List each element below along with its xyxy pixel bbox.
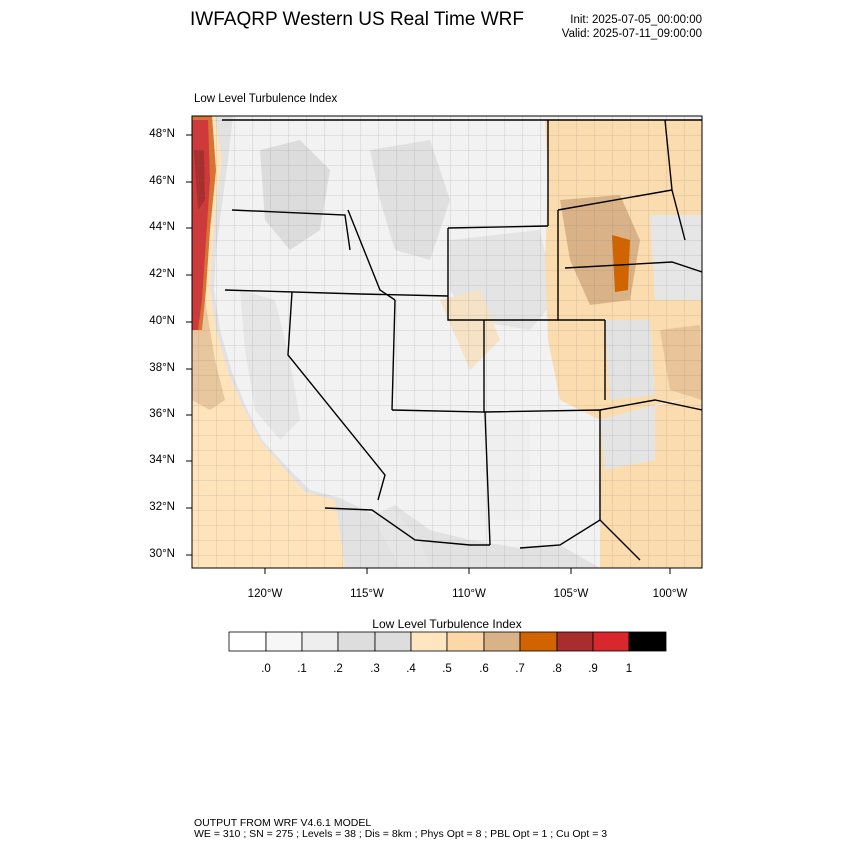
colorbar-swatch [446, 631, 485, 652]
lon-label: 110°W [452, 588, 486, 600]
lat-label: 30°N [149, 548, 175, 560]
map-frame [191, 115, 703, 569]
lat-label: 44°N [149, 221, 175, 233]
colorbar-swatch [301, 631, 339, 652]
map-area [192, 116, 702, 568]
colorbar-tick-label: .5 [442, 663, 452, 675]
lat-label: 40°N [149, 315, 175, 327]
colorbar-swatch [628, 631, 667, 652]
colorbar-tick-label: .6 [479, 663, 489, 675]
init-time: Init: 2025-07-05_00:00:00 [570, 14, 702, 26]
colorbar-swatch [592, 631, 630, 652]
colorbar-swatch [265, 631, 303, 652]
colorbar-tick-label: .8 [552, 663, 562, 675]
lat-label: 34°N [149, 454, 175, 466]
lat-label: 42°N [149, 268, 175, 280]
lon-label: 120°W [247, 588, 283, 600]
colorbar-tick-label: .1 [297, 663, 307, 675]
colorbar-tick-label: .7 [515, 663, 525, 675]
colorbar-swatch [374, 631, 412, 652]
lon-label: 105°W [553, 588, 589, 600]
map-subtitle: Low Level Turbulence Index [194, 93, 338, 105]
axis-ticks [186, 134, 671, 574]
colorbar-swatch [337, 631, 376, 652]
page-title: IWFAQRP Western US Real Time WRF [190, 9, 524, 30]
footer-model: OUTPUT FROM WRF V4.6.1 MODEL [194, 817, 372, 829]
lat-label: 46°N [149, 175, 175, 187]
lat-label: 36°N [149, 408, 175, 420]
footer-config: WE = 310 ; SN = 275 ; Levels = 38 ; Dis … [194, 828, 608, 840]
county-lines [192, 116, 702, 568]
colorbar-tick-label: .4 [406, 663, 416, 675]
colorbar-tick-label: .0 [261, 663, 271, 675]
colorbar-tick-label: .3 [370, 663, 380, 675]
colorbar-swatch [228, 631, 267, 652]
colorbar-tick-label: 1 [625, 663, 633, 675]
lat-label: 38°N [149, 362, 175, 374]
state-boundaries [222, 119, 702, 561]
colorbar-tick-label: .2 [333, 663, 343, 675]
valid-time: Valid: 2025-07-11_09:00:00 [561, 28, 702, 40]
colorbar-swatch [483, 631, 521, 652]
colorbar-tick-label: .9 [588, 663, 598, 675]
colorbar [228, 631, 667, 652]
lat-label: 48°N [149, 128, 175, 140]
lat-label: 32°N [149, 501, 175, 513]
colorbar-swatch [410, 631, 448, 652]
colorbar-title: Low Level Turbulence Index [372, 617, 522, 631]
lon-label: 115°W [350, 588, 384, 600]
colorbar-swatch [556, 631, 594, 652]
colorbar-swatch [519, 631, 558, 652]
lon-label: 100°W [652, 588, 688, 600]
